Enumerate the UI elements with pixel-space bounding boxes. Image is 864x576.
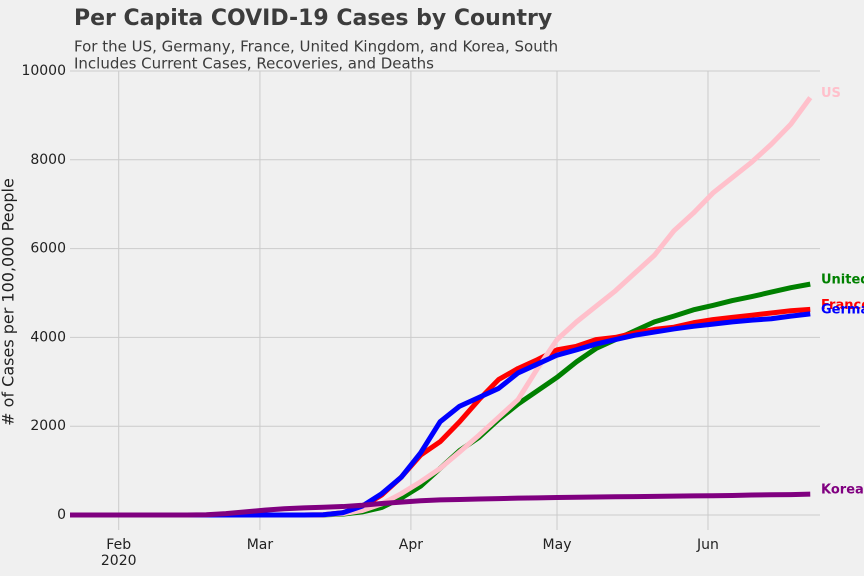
x-tick-label: May <box>543 537 572 553</box>
series-label: Korea, South <box>821 483 864 498</box>
y-tick-label: 0 <box>57 507 66 523</box>
y-tick-label: 10000 <box>21 63 66 79</box>
y-tick-label: 2000 <box>30 418 66 434</box>
series-line <box>70 491 811 518</box>
y-tick-label: 8000 <box>30 152 66 168</box>
chart-title: Per Capita COVID-19 Cases by Country <box>74 6 552 31</box>
series-label: Germany <box>821 302 864 317</box>
grid <box>70 70 820 530</box>
chart-subtitle: For the US, Germany, France, United King… <box>74 38 558 56</box>
y-axis-label: # of Cases per 100,000 People <box>0 178 18 426</box>
series-label: United Kingdom <box>821 273 864 288</box>
x-axis-label: Date <box>426 574 464 576</box>
series-label: US <box>821 86 841 101</box>
series-label: France <box>821 298 864 313</box>
chart-subtitle: Includes Current Cases, Recoveries, and … <box>74 55 434 73</box>
x-tick-label: Feb 2020 <box>101 537 137 569</box>
y-tick-label: 4000 <box>30 329 66 345</box>
x-tick-label: Apr <box>399 537 423 553</box>
y-tick-label: 6000 <box>30 241 66 257</box>
x-tick-label: Jun <box>696 537 719 553</box>
x-tick-label: Mar <box>247 537 274 553</box>
